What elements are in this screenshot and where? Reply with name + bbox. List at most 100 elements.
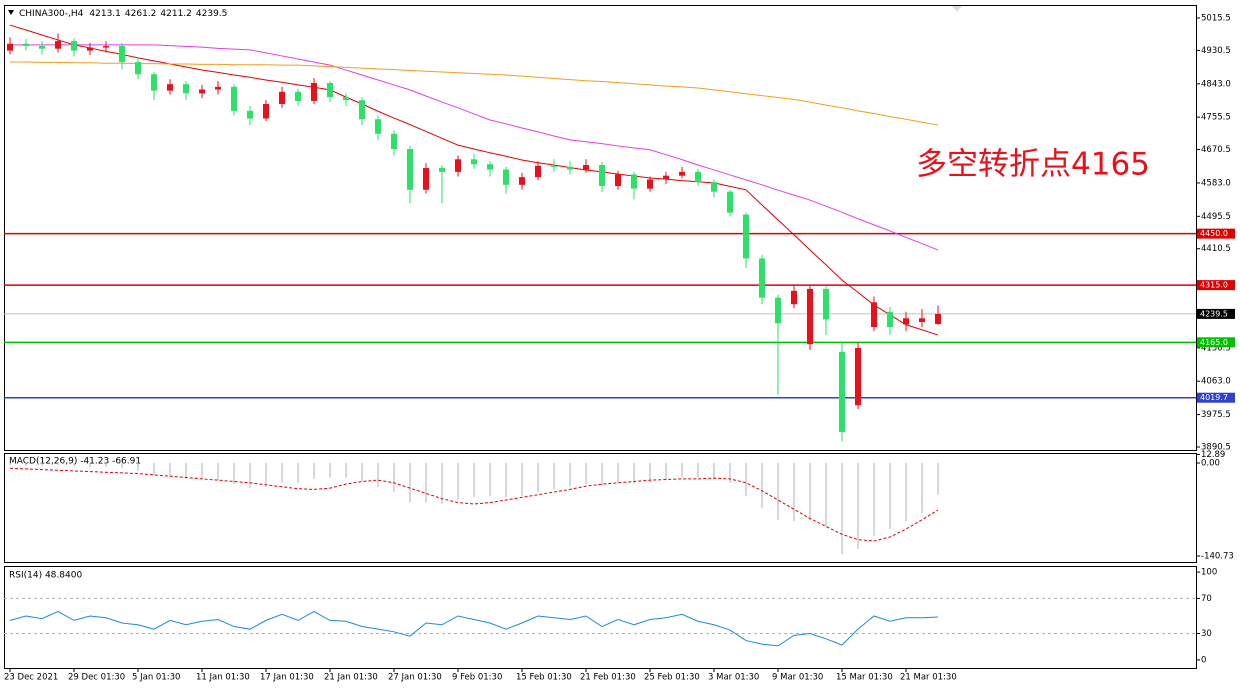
candle-body (471, 159, 477, 165)
candle-body (295, 91, 301, 101)
candle-body (55, 41, 61, 49)
level-label: 4019.7 (1200, 393, 1228, 402)
candle-body (679, 171, 685, 176)
x-tick-label: 27 Jan 01:30 (388, 673, 442, 683)
x-tick-label: 3 Mar 01:30 (708, 673, 759, 683)
candle-body (727, 191, 733, 213)
y-tick-label: 4150.5 (1201, 343, 1231, 353)
line (9, 467, 939, 542)
candle-body (583, 165, 589, 170)
candle-body (183, 84, 189, 94)
x-tick-label: 9 Mar 01:30 (772, 673, 823, 683)
candle-body (71, 41, 77, 51)
candle-body (871, 302, 877, 328)
candle-body (935, 313, 941, 324)
candle-body (743, 214, 749, 259)
x-tick-label: 25 Feb 01:30 (644, 673, 700, 683)
candle-body (791, 290, 797, 305)
candle-body (519, 177, 525, 185)
candle-body (775, 297, 781, 324)
candle-body (759, 258, 765, 298)
level-label: 4165.0 (1200, 338, 1228, 347)
y-tick-label: 4410.5 (1201, 244, 1231, 254)
x-tick-label: 15 Mar 01:30 (836, 673, 893, 683)
level-label: 4450.0 (1200, 229, 1228, 238)
candle-body (215, 86, 221, 90)
x-tick-label: 21 Jan 01:30 (324, 673, 378, 683)
candle-body (199, 89, 205, 94)
candle-body (887, 311, 893, 328)
candle-body (455, 159, 461, 172)
panel-marker (952, 6, 962, 12)
candle-body (551, 165, 557, 167)
y-tick-label: 3975.5 (1201, 410, 1231, 420)
candle-body (87, 47, 93, 51)
rsi-title: RSI(14) 48.8400 (9, 571, 82, 581)
header-low: 4211.2 (160, 9, 192, 19)
candle-body (839, 351, 845, 432)
chart-header: CHINA300-,H4 4213.1 4261.2 4211.2 4239.5 (19, 9, 227, 19)
y-tick-label: 4755.5 (1201, 113, 1231, 123)
candle-body (647, 179, 653, 189)
candle-body (711, 182, 717, 192)
y-tick-label: 4063.0 (1201, 377, 1231, 387)
candle-body (327, 83, 333, 98)
level-label-box (1197, 337, 1235, 348)
candle-body (151, 74, 157, 91)
candle-body (407, 148, 413, 190)
candle-body (663, 175, 669, 180)
candle-body (23, 43, 29, 47)
candle-body (903, 318, 909, 325)
candle-body (311, 83, 317, 101)
y-tick-label: 0 (1201, 655, 1206, 665)
line (9, 24, 939, 336)
y-tick-label: 4495.5 (1201, 212, 1231, 222)
y-tick-label: 4843.0 (1201, 79, 1231, 89)
macd-title: MACD(12,26,9) -41.23 -66.91 (9, 457, 141, 467)
x-tick-label: 21 Mar 01:30 (900, 673, 957, 683)
candle-body (855, 348, 861, 406)
candle-body (279, 91, 285, 104)
candle-body (631, 174, 637, 189)
macd-panel-frame (4, 453, 1197, 563)
candle-body (119, 46, 125, 63)
candle-body (567, 166, 573, 170)
x-tick-label: 15 Feb 01:30 (516, 673, 572, 683)
candle-body (39, 46, 45, 49)
x-tick-label: 21 Feb 01:30 (580, 673, 636, 683)
line (9, 611, 939, 647)
main-panel-frame (4, 5, 1197, 451)
y-tick-label: 4583.0 (1201, 178, 1231, 188)
y-tick-label: 3890.5 (1201, 442, 1231, 452)
level-label: 4239.5 (1200, 309, 1228, 318)
header-open: 4213.1 (89, 9, 121, 19)
y-tick-label: 5015.5 (1201, 14, 1231, 24)
candle-body (439, 168, 445, 172)
level-label: 4315.0 (1200, 281, 1228, 290)
x-tick-label: 11 Jan 01:30 (196, 673, 250, 683)
candle-body (7, 43, 13, 51)
candle-body (503, 169, 509, 185)
y-tick-label: -140.73 (1201, 552, 1234, 562)
y-tick-label: 4670.5 (1201, 145, 1231, 155)
candle-body (599, 165, 605, 186)
candle-body (823, 288, 829, 320)
level-label-box (1197, 392, 1235, 403)
x-tick-label: 9 Feb 01:30 (452, 673, 502, 683)
level-label-box (1197, 228, 1235, 239)
y-tick-label: 100 (1201, 568, 1217, 578)
candle-body (103, 46, 109, 48)
candle-body (615, 174, 621, 186)
line (10, 44, 939, 251)
x-tick-label: 17 Jan 01:30 (260, 673, 314, 683)
menu-arrow[interactable] (8, 10, 14, 15)
candle-body (535, 165, 541, 178)
line (10, 61, 939, 126)
candle-body (391, 133, 397, 149)
y-tick-label: 4930.5 (1201, 46, 1231, 56)
y-tick-label: 12.89 (1201, 450, 1225, 460)
x-tick-label: 5 Jan 01:30 (132, 673, 180, 683)
x-tick-label: 23 Dec 2021 (4, 673, 58, 683)
